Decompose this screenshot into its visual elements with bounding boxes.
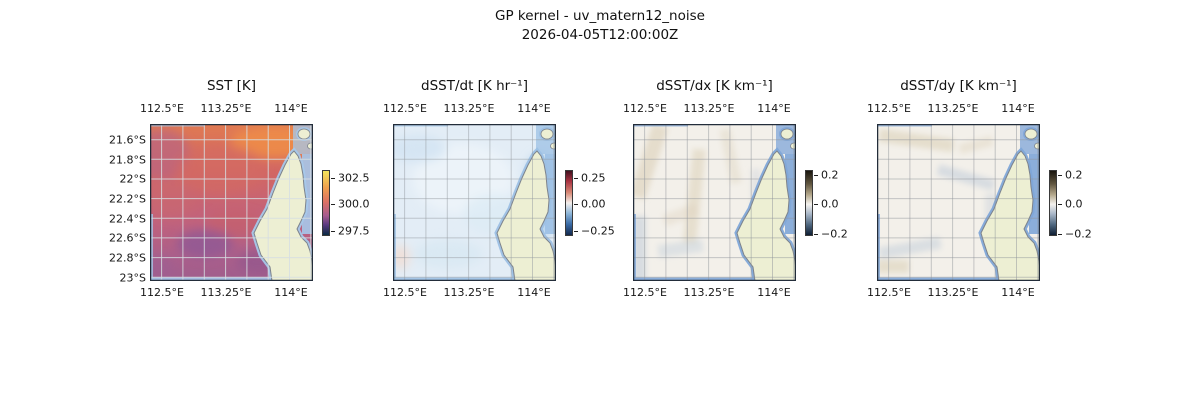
colorbar-tick-label: 0.25 [581,171,606,185]
colorbar-tick [331,204,335,206]
map-border [150,124,313,281]
colorbar-tick [814,175,818,177]
colorbar-gradient [1049,170,1057,236]
colorbar-gradient [322,170,330,236]
colorbar-tick-label: 0.2 [1065,168,1083,182]
y-tick: 21.8°S [109,153,146,167]
colorbar-tick-label: 0.00 [581,197,606,211]
panel-title: dSST/dx [K km⁻¹] [656,78,773,94]
colorbar-tick [331,231,335,233]
x-tick-bottom: 113.25°E [200,286,252,299]
x-tick-top: 113.25°E [443,102,495,115]
panel-title: dSST/dy [K km⁻¹] [900,78,1017,94]
panel-title: SST [K] [206,78,257,94]
x-tick-bottom: 112.5°E [623,286,667,299]
colorbar-gradient [805,170,813,236]
y-tick: 22.2°S [109,192,146,206]
x-tick-bottom: 114°E [517,286,551,299]
x-tick-bottom: 114°E [757,286,791,299]
y-tick: 22.6°S [109,231,146,245]
colorbar-tick [574,204,578,206]
colorbar-tick [331,178,335,180]
colorbar-tick-label: 297.5 [338,224,370,238]
x-tick-top: 113.25°E [200,102,252,115]
map-sst [150,124,313,281]
x-tick-top: 113.25°E [927,102,979,115]
x-tick-bottom: 113.25°E [443,286,495,299]
y-tick: 22°S [119,172,146,186]
y-tick: 22.4°S [109,212,146,226]
map-dsst-dt [393,124,556,281]
x-tick-top: 112.5°E [867,102,911,115]
panel-dsst-dy: dSST/dy [K km⁻¹] 112.5°E 113.25°E 114°E … [867,72,1097,312]
colorbar-dsst-dy: 0.2 0.0 −0.2 [1049,168,1109,241]
x-tick-top: 114°E [517,102,551,115]
x-tick-bottom: 112.5°E [140,286,184,299]
colorbar-tick [1058,175,1062,177]
colorbar-tick-label: 0.2 [821,168,839,182]
colorbar-tick [574,231,578,233]
x-tick-top: 114°E [757,102,791,115]
y-tick: 23°S [119,271,146,284]
figure-subtitle: 2026-04-05T12:00:00Z [521,27,679,43]
map-border [877,124,1040,281]
colorbar-tick [814,234,818,236]
x-tick-bottom: 113.25°E [927,286,979,299]
colorbar-tick-label: −0.2 [821,227,848,241]
x-tick-bottom: 114°E [274,286,308,299]
panel-dsst-dt: dSST/dt [K hr⁻¹] 112.5°E 113.25°E 114°E … [383,72,615,312]
x-tick-top: 114°E [1001,102,1035,115]
x-tick-top: 112.5°E [623,102,667,115]
map-dsst-dx [633,124,796,281]
colorbar-tick-label: 0.0 [821,197,839,211]
colorbar-tick-label: 300.0 [338,197,370,211]
colorbar-tick-label: −0.25 [581,224,615,238]
colorbar-dsst-dx: 0.2 0.0 −0.2 [805,168,865,241]
colorbar-sst: 302.5 300.0 297.5 [322,170,382,240]
x-tick-top: 114°E [274,102,308,115]
x-tick-top: 112.5°E [383,102,427,115]
colorbar-tick-label: −0.2 [1065,227,1092,241]
panel-sst: SST [K] 112.5°E 113.25°E 114°E 21.6°S 21… [109,72,370,312]
colorbar-dsst-dt: 0.25 0.00 −0.25 [565,170,625,240]
x-tick-bottom: 114°E [1001,286,1035,299]
colorbar-tick [574,178,578,180]
x-tick-bottom: 112.5°E [383,286,427,299]
y-tick: 21.6°S [109,133,146,147]
figure-title: GP kernel - uv_matern12_noise [495,8,705,24]
x-tick-top: 113.25°E [683,102,735,115]
panel-dsst-dx: dSST/dx [K km⁻¹] 112.5°E 113.25°E 114°E … [623,72,853,312]
colorbar-tick [1058,204,1062,206]
colorbar-tick [1058,234,1062,236]
y-tick: 22.8°S [109,251,146,265]
map-border [633,124,796,281]
colorbar-tick [814,204,818,206]
map-border [393,124,556,281]
colorbar-tick-label: 302.5 [338,171,370,185]
map-dsst-dy [877,124,1040,281]
x-tick-top: 112.5°E [140,102,184,115]
colorbar-gradient [565,170,573,236]
panel-title: dSST/dt [K hr⁻¹] [421,78,528,94]
x-tick-bottom: 113.25°E [683,286,735,299]
colorbar-tick-label: 0.0 [1065,197,1083,211]
x-tick-bottom: 112.5°E [867,286,911,299]
